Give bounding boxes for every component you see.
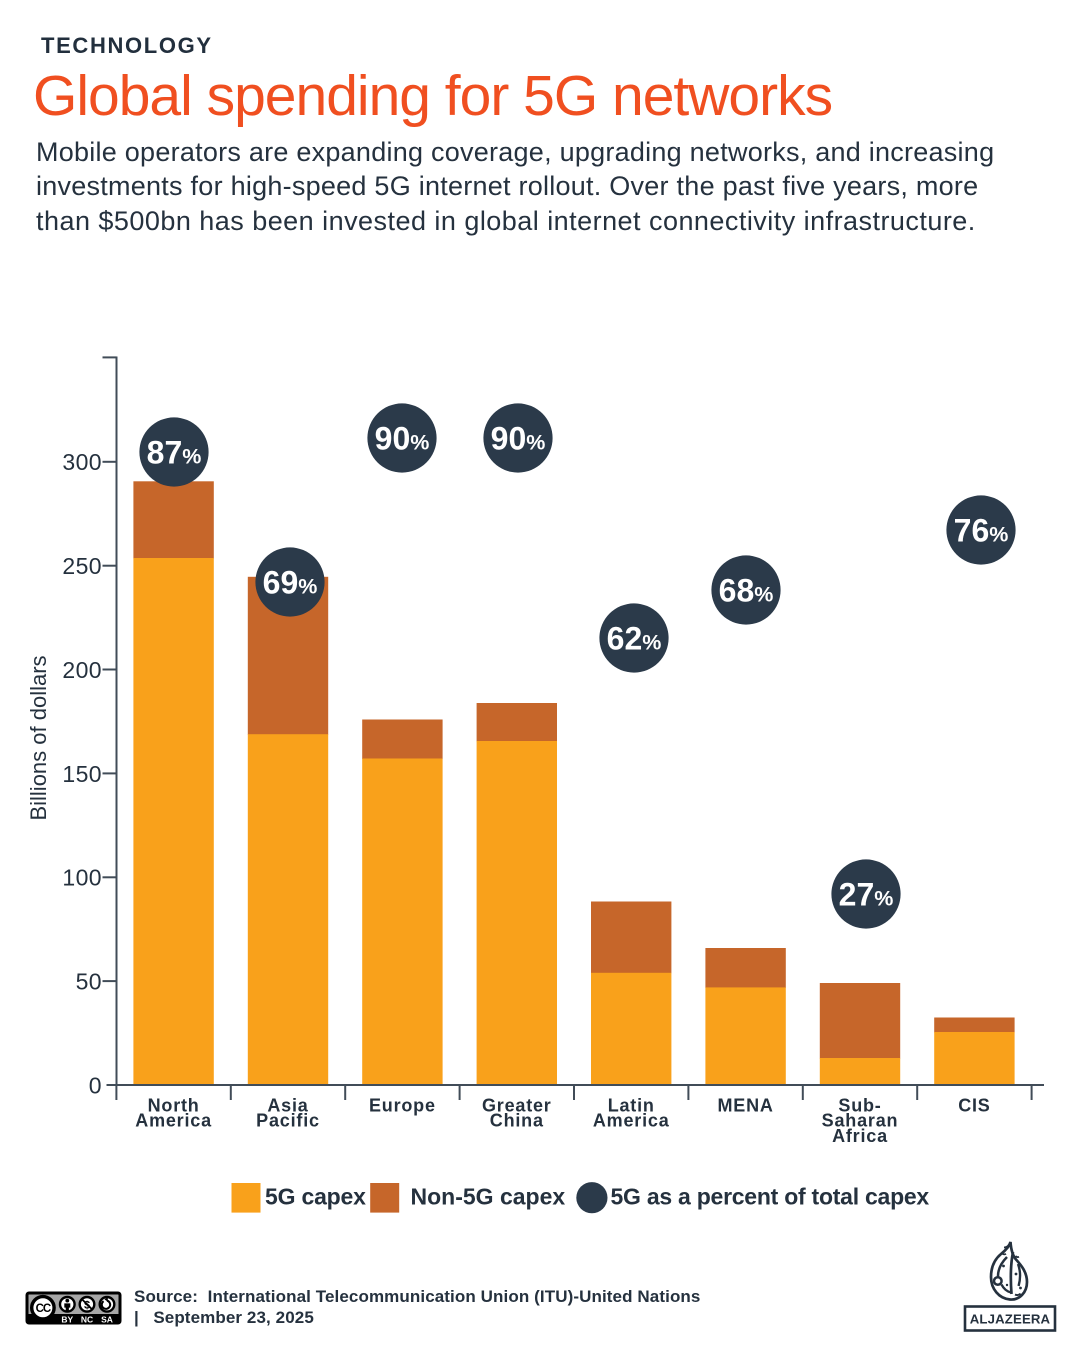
svg-text:5G capex: 5G capex [265,1184,366,1210]
svg-text:76%: 76% [954,512,1009,548]
svg-text:68%: 68% [719,572,774,608]
svg-text:North: North [148,1096,200,1116]
svg-text:50: 50 [76,969,102,995]
svg-text:ALJAZEERA: ALJAZEERA [970,1312,1051,1327]
svg-text:150: 150 [62,761,102,787]
svg-text:Sub-: Sub- [838,1096,881,1116]
svg-text:Pacific: Pacific [256,1111,320,1131]
svg-text:America: America [135,1111,212,1131]
svg-text:Africa: Africa [832,1126,888,1146]
svg-text:100: 100 [62,865,102,891]
svg-text:27%: 27% [839,876,894,912]
svg-text:Latin: Latin [608,1096,655,1116]
svg-text:Europe: Europe [369,1096,436,1116]
svg-text:Greater: Greater [482,1096,552,1116]
svg-text:Asia: Asia [267,1096,308,1116]
svg-text:90%: 90% [375,420,430,456]
svg-text:Non-5G capex: Non-5G capex [411,1184,566,1210]
svg-text:Billions of dollars: Billions of dollars [26,655,51,820]
svg-text:Saharan: Saharan [822,1111,899,1131]
svg-text:SA: SA [101,1314,113,1324]
svg-text:China: China [490,1111,544,1131]
svg-text:CIS: CIS [958,1096,990,1116]
svg-text:CC: CC [36,1303,51,1315]
svg-text:250: 250 [62,553,102,579]
svg-text:300: 300 [62,449,102,475]
svg-text:87%: 87% [147,434,202,470]
svg-text:90%: 90% [491,420,546,456]
svg-text:0: 0 [89,1072,102,1098]
svg-text:MENA: MENA [717,1096,773,1116]
svg-text:NC: NC [81,1314,93,1324]
svg-text:America: America [593,1111,670,1131]
svg-text:200: 200 [62,657,102,683]
svg-text:62%: 62% [607,620,662,656]
svg-text:5G as a percent of total capex: 5G as a percent of total capex [611,1184,930,1210]
svg-text:69%: 69% [263,564,318,600]
svg-text:BY: BY [61,1314,73,1324]
